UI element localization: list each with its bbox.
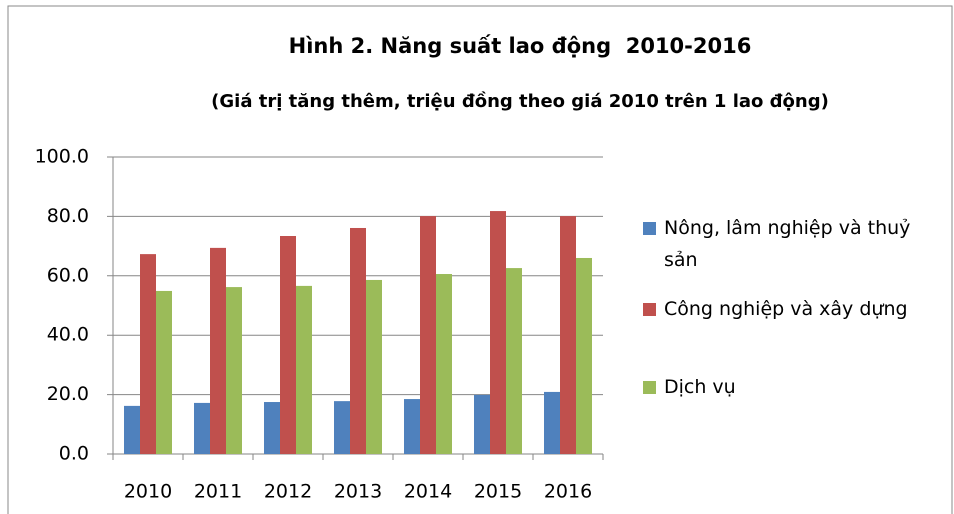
legend-item: Công nghiệp và xây dựng — [643, 293, 948, 325]
bar — [296, 285, 312, 454]
x-tick-label: 2012 — [264, 481, 312, 503]
chart-title: Hình 2. Năng suất lao động 2010-2016 — [289, 34, 752, 58]
bar — [474, 394, 490, 454]
bar — [264, 402, 280, 454]
y-tick-label: 20.0 — [47, 383, 89, 405]
legend-item: Dịch vụ — [643, 371, 948, 403]
bar — [420, 216, 436, 454]
x-tick-label: 2013 — [334, 481, 382, 503]
bar — [436, 274, 452, 454]
bar — [280, 236, 296, 454]
chart-border — [7, 5, 953, 514]
bar — [350, 227, 366, 454]
legend-label: Dịch vụ — [664, 376, 736, 398]
x-tick-label: 2010 — [124, 481, 172, 503]
legend-swatch — [643, 381, 656, 394]
y-tick-label: 60.0 — [47, 264, 89, 286]
bar — [226, 287, 242, 454]
bar — [210, 247, 226, 454]
bar — [544, 391, 560, 454]
y-tick-label: 80.0 — [47, 205, 89, 227]
bar — [404, 399, 420, 454]
chart-subtitle: (Giá trị tăng thêm, triệu đồng theo giá … — [211, 91, 829, 112]
bar — [140, 254, 156, 454]
bar — [490, 211, 506, 454]
bar — [334, 401, 350, 454]
x-tick-label: 2011 — [194, 481, 242, 503]
bar — [156, 290, 172, 454]
legend-swatch — [643, 222, 656, 235]
x-tick-label: 2016 — [544, 481, 592, 503]
legend-label: Nông, lâm nghiệp và thuỷ sản — [664, 217, 911, 271]
bar — [366, 279, 382, 454]
legend-swatch — [643, 303, 656, 316]
bar — [194, 402, 210, 454]
x-tick-label: 2014 — [404, 481, 452, 503]
y-tick-label: 40.0 — [47, 324, 89, 346]
legend-label: Công nghiệp và xây dựng — [664, 298, 908, 320]
legend-item: Nông, lâm nghiệp và thuỷ sản — [643, 212, 948, 276]
y-tick-label: 100.0 — [35, 146, 89, 168]
bar — [124, 405, 140, 454]
bar — [560, 216, 576, 454]
x-tick-label: 2015 — [474, 481, 522, 503]
bar — [506, 268, 522, 454]
bar — [576, 257, 592, 454]
y-tick-label: 0.0 — [59, 443, 89, 465]
